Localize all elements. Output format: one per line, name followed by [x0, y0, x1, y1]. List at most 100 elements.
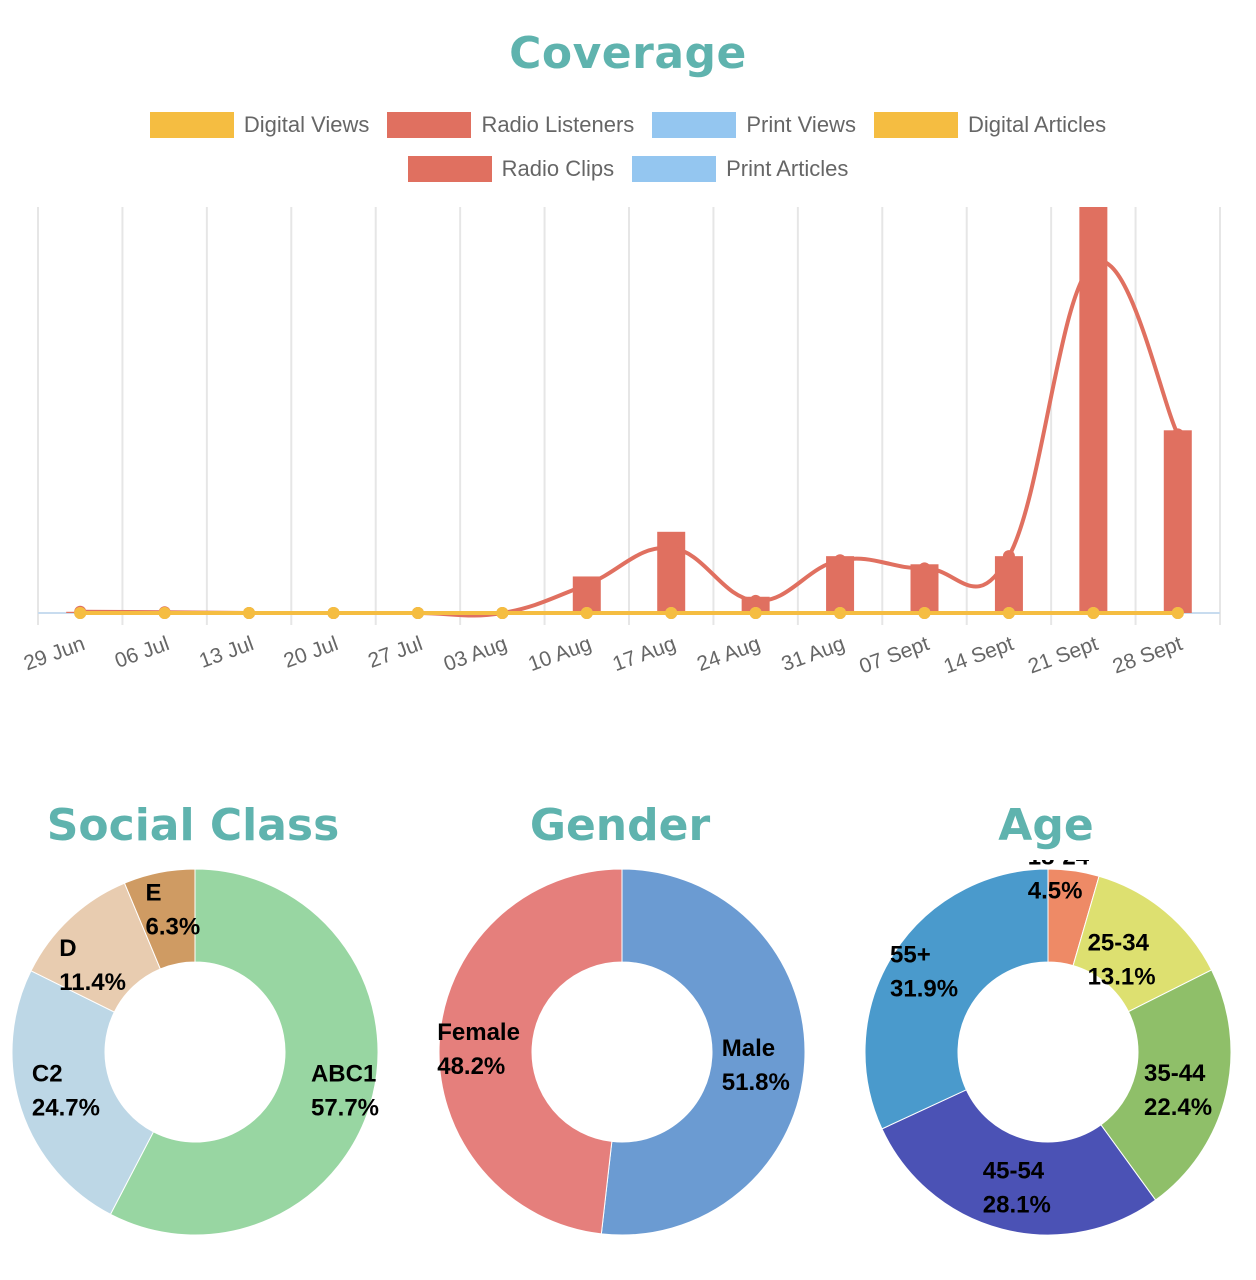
slice-category: 25-34 — [1088, 929, 1150, 956]
age-title: Age — [998, 800, 1094, 851]
social-class-slice-abc1[interactable] — [109, 868, 379, 1236]
x-tick-label: 03 Aug — [441, 632, 510, 676]
x-tick-label: 14 Sept — [941, 632, 1017, 678]
legend-item-print-views[interactable]: Print Views — [652, 112, 856, 138]
slice-category: Female — [437, 1019, 520, 1046]
legend-row-2: Radio Clips Print Articles — [0, 156, 1256, 182]
age-label: 35-44 22.4% — [1144, 1060, 1212, 1121]
slice-percent: 22.4% — [1144, 1094, 1212, 1121]
legend-item-print-articles[interactable]: Print Articles — [632, 156, 848, 182]
point-digital-views[interactable] — [834, 607, 847, 619]
point-radio-listeners[interactable] — [1087, 257, 1100, 270]
gender-title: Gender — [529, 800, 711, 851]
x-tick-label: 21 Sept — [1025, 632, 1101, 678]
legend-label-digital-articles: Digital Articles — [967, 112, 1107, 137]
slice-category: E — [145, 880, 161, 907]
point-digital-views[interactable] — [749, 607, 762, 619]
x-tick-label: 31 Aug — [778, 632, 847, 676]
point-digital-views[interactable] — [411, 607, 424, 619]
slice-category: Male — [722, 1035, 775, 1062]
x-tick-label: 27 Jul — [365, 632, 426, 673]
age-slice-55[interactable] — [864, 868, 1049, 1130]
x-tick-label: 20 Jul — [281, 632, 342, 673]
slice-category: 35-44 — [1144, 1060, 1206, 1087]
legend-swatch-radio-listeners — [387, 112, 472, 138]
gender-slice-female[interactable] — [438, 868, 623, 1235]
age-donut: 18-24 4.5%25-34 13.1% 35-44 22.4% 45-54 28.1% 5… — [864, 860, 1232, 1236]
legend-swatch-digital-views — [149, 112, 234, 138]
coverage-title: Coverage — [509, 28, 747, 79]
x-tick-label: 29 Jun — [21, 632, 88, 675]
point-digital-views[interactable] — [327, 607, 340, 619]
legend-item-radio-listeners[interactable]: Radio Listeners — [387, 112, 634, 138]
point-digital-views[interactable] — [918, 607, 931, 619]
legend-label-radio-clips: Radio Clips — [501, 156, 615, 181]
point-digital-views[interactable] — [580, 607, 593, 619]
age-label: 25-34 13.1% — [1088, 929, 1156, 990]
point-digital-views[interactable] — [496, 607, 509, 619]
bar-radio-clips[interactable] — [1163, 430, 1192, 613]
slice-category: 45-54 — [983, 1157, 1045, 1184]
bar-radio-clips[interactable] — [994, 556, 1023, 613]
legend-item-radio-clips[interactable]: Radio Clips — [407, 156, 615, 182]
social-class-label: E 6.3% — [145, 880, 200, 941]
x-tick-label: 28 Sept — [1110, 632, 1186, 678]
legend-label-print-articles: Print Articles — [726, 156, 849, 181]
legend-label-print-views: Print Views — [746, 112, 856, 137]
point-digital-views[interactable] — [243, 607, 256, 619]
age-label: 18-24 4.5% — [1028, 860, 1090, 904]
legend-item-digital-views[interactable]: Digital Views — [149, 112, 370, 138]
legend-item-digital-articles[interactable]: Digital Articles — [873, 112, 1107, 138]
x-tick-label: 06 Jul — [112, 632, 173, 673]
slice-percent: 6.3% — [145, 914, 200, 941]
social-class-slice-c2[interactable] — [11, 970, 155, 1215]
point-digital-views[interactable] — [1171, 607, 1184, 619]
slice-category: ABC1 — [311, 1060, 376, 1087]
x-tick-label: 13 Jul — [196, 632, 257, 673]
age-label: 55+ 31.9% — [890, 942, 958, 1003]
gender-slice-male[interactable] — [600, 868, 806, 1236]
age-label: 45-54 28.1% — [983, 1157, 1051, 1218]
social-class-label: D 11.4% — [59, 935, 126, 996]
social-class-slice-e[interactable] — [123, 868, 196, 970]
slice-percent: 24.7% — [32, 1094, 100, 1121]
point-digital-views[interactable] — [158, 607, 171, 619]
legend-label-radio-listeners: Radio Listeners — [481, 112, 635, 137]
point-radio-listeners[interactable] — [749, 594, 762, 607]
gender-label: Female 48.2% — [437, 1019, 520, 1080]
point-radio-listeners[interactable] — [665, 542, 678, 555]
slice-category: 18-24 — [1028, 860, 1090, 870]
legend-swatch-print-views — [652, 112, 737, 138]
slice-percent: 57.7% — [311, 1094, 379, 1121]
legend-swatch-print-articles — [632, 156, 717, 182]
point-radio-listeners[interactable] — [834, 554, 847, 567]
slice-percent: 31.9% — [890, 976, 958, 1003]
point-digital-views[interactable] — [1002, 607, 1015, 619]
social-class-donut: ABC1 57.7% C2 24.7% D 11.4% E 6.3% — [11, 868, 379, 1236]
slice-percent: 4.5% — [1028, 877, 1083, 904]
x-tick-label: 07 Sept — [856, 632, 932, 678]
point-radio-listeners[interactable] — [580, 578, 593, 591]
coverage-chart: 29 Jun 06 Jul 13 Jul 20 Jul 27 Jul 03 Aug 10 A… — [21, 207, 1221, 678]
legend-label-digital-views: Digital Views — [243, 112, 370, 137]
point-radio-listeners[interactable] — [1002, 550, 1015, 563]
slice-percent: 28.1% — [983, 1191, 1051, 1218]
point-digital-views[interactable] — [74, 607, 87, 619]
point-radio-listeners[interactable] — [1171, 428, 1184, 441]
slice-percent: 13.1% — [1088, 963, 1156, 990]
gender-label: Male 51.8% — [722, 1035, 790, 1096]
age-slice-4554[interactable] — [881, 1089, 1157, 1236]
point-digital-views[interactable] — [1087, 607, 1100, 619]
legend-swatch-digital-articles — [873, 112, 958, 138]
slice-category: D — [59, 935, 76, 962]
legend-swatch-radio-clips — [407, 156, 492, 182]
gender-donut: Male 51.8% Female 48.2% — [437, 868, 806, 1236]
x-tick-label: 17 Aug — [610, 632, 679, 676]
point-digital-views[interactable] — [665, 607, 678, 619]
point-radio-listeners[interactable] — [918, 562, 931, 575]
social-class-label: C2 24.7% — [32, 1060, 100, 1121]
social-class-title: Social Class — [46, 800, 340, 851]
age-slice-3544[interactable] — [1100, 969, 1232, 1201]
slice-category: 55+ — [890, 942, 931, 969]
slice-percent: 11.4% — [59, 969, 126, 996]
